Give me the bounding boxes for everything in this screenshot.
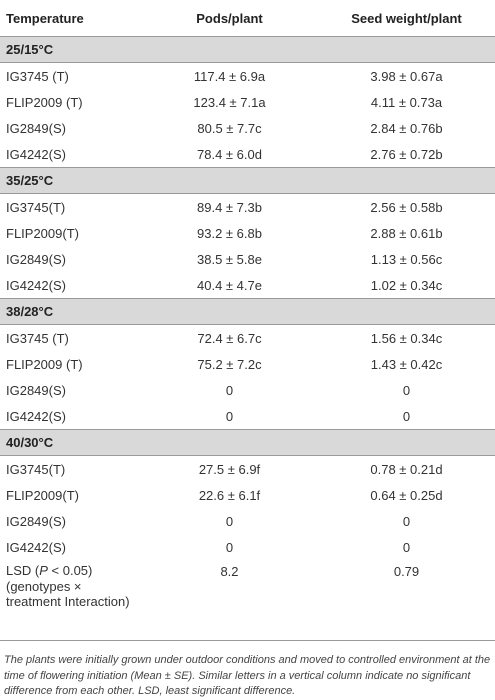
results-table: Temperature Pods/plant Seed weight/plant…	[0, 0, 495, 641]
genotype-cell: IG4242(S)	[6, 277, 66, 293]
seed-weight-cell: 0.64 ± 0.25d	[370, 487, 443, 503]
pods-cell: 38.5 ± 5.8e	[197, 251, 262, 267]
temperature-group-label: 35/25°C	[0, 167, 495, 194]
lsd-seed: 0.79	[393, 564, 420, 579]
header-seed-weight-per-plant: Seed weight/plant	[318, 0, 495, 37]
seed-weight-cell: 3.98 ± 0.67a	[370, 68, 443, 84]
lsd-row: LSD (P < 0.05) (genotypes × treatment In…	[0, 560, 495, 641]
pods-cell: 0	[225, 513, 234, 529]
pods-cell: 93.2 ± 6.8b	[197, 225, 262, 241]
pods-cell: 0	[225, 408, 234, 424]
header-temperature: Temperature	[0, 0, 141, 37]
genotype-cell: IG2849(S)	[6, 513, 66, 529]
table-row: IG2849(S) 0 0	[0, 508, 495, 534]
table-row: IG4242(S) 0 0	[0, 403, 495, 430]
table-row: FLIP2009 (T) 75.2 ± 7.2c 1.43 ± 0.42c	[0, 351, 495, 377]
pods-cell: 75.2 ± 7.2c	[197, 356, 262, 372]
genotype-cell: FLIP2009 (T)	[6, 356, 83, 372]
pods-cell: 0	[225, 382, 234, 398]
seed-weight-cell: 2.76 ± 0.72b	[370, 146, 443, 162]
table-row: IG3745(T) 89.4 ± 7.3b 2.56 ± 0.58b	[0, 194, 495, 221]
pods-cell: 117.4 ± 6.9a	[193, 68, 266, 84]
pods-cell: 89.4 ± 7.3b	[197, 199, 262, 215]
pods-cell: 40.4 ± 4.7e	[197, 277, 262, 293]
seed-weight-cell: 1.13 ± 0.56c	[370, 251, 443, 267]
genotype-cell: IG2849(S)	[6, 382, 66, 398]
lsd-pods: 8.2	[220, 564, 239, 579]
header-pods-per-plant: Pods/plant	[141, 0, 318, 37]
seed-weight-cell: 1.02 ± 0.34c	[370, 277, 443, 293]
table-row: IG4242(S) 78.4 ± 6.0d 2.76 ± 0.72b	[0, 141, 495, 168]
group-header-row: 25/15°C	[0, 36, 495, 63]
header-row: Temperature Pods/plant Seed weight/plant	[0, 0, 495, 37]
pods-cell: 123.4 ± 7.1a	[193, 94, 266, 110]
seed-weight-cell: 1.56 ± 0.34c	[370, 330, 443, 346]
pods-cell: 80.5 ± 7.7c	[197, 120, 262, 136]
table-row: IG3745(T) 27.5 ± 6.9f 0.78 ± 0.21d	[0, 456, 495, 483]
temperature-group-label: 38/28°C	[0, 298, 495, 325]
table-row: FLIP2009(T) 22.6 ± 6.1f 0.64 ± 0.25d	[0, 482, 495, 508]
table-row: IG2849(S) 0 0	[0, 377, 495, 403]
table-row: IG4242(S) 0 0	[0, 534, 495, 560]
lsd-label-rest: < 0.05) (genotypes × treatment Interacti…	[6, 563, 130, 609]
genotype-cell: IG4242(S)	[6, 146, 66, 162]
genotype-cell: IG3745(T)	[6, 199, 66, 215]
lsd-label-p: P	[39, 563, 48, 578]
table-row: IG3745 (T) 72.4 ± 6.7c 1.56 ± 0.34c	[0, 325, 495, 352]
genotype-cell: IG3745 (T)	[6, 68, 69, 84]
seed-weight-cell: 0	[402, 408, 411, 424]
table-row: IG4242(S) 40.4 ± 4.7e 1.02 ± 0.34c	[0, 272, 495, 299]
genotype-cell: IG4242(S)	[6, 408, 66, 424]
genotype-cell: IG2849(S)	[6, 120, 66, 136]
seed-weight-cell: 0	[402, 513, 411, 529]
lsd-label: LSD (P < 0.05) (genotypes × treatment In…	[0, 560, 141, 641]
seed-weight-cell: 2.56 ± 0.58b	[370, 199, 443, 215]
table-row: FLIP2009(T) 93.2 ± 6.8b 2.88 ± 0.61b	[0, 220, 495, 246]
table-row: IG3745 (T) 117.4 ± 6.9a 3.98 ± 0.67a	[0, 63, 495, 90]
seed-weight-cell: 4.11 ± 0.73a	[370, 94, 443, 110]
table-header: Temperature Pods/plant Seed weight/plant	[0, 0, 495, 37]
genotype-cell: IG4242(S)	[6, 539, 66, 555]
group-header-row: 40/30°C	[0, 429, 495, 456]
genotype-cell: FLIP2009(T)	[6, 225, 79, 241]
genotype-cell: FLIP2009(T)	[6, 487, 79, 503]
temperature-group-label: 40/30°C	[0, 429, 495, 456]
seed-weight-cell: 1.43 ± 0.42c	[370, 356, 443, 372]
table-row: FLIP2009 (T) 123.4 ± 7.1a 4.11 ± 0.73a	[0, 89, 495, 115]
pods-cell: 72.4 ± 6.7c	[197, 330, 262, 346]
pods-cell: 27.5 ± 6.9f	[198, 461, 261, 477]
seed-weight-cell: 0	[402, 539, 411, 555]
temperature-group-label: 25/15°C	[0, 36, 495, 63]
table-row: IG2849(S) 80.5 ± 7.7c 2.84 ± 0.76b	[0, 115, 495, 141]
seed-weight-cell: 0.78 ± 0.21d	[370, 461, 443, 477]
seed-weight-cell: 2.84 ± 0.76b	[370, 120, 443, 136]
group-header-row: 35/25°C	[0, 167, 495, 194]
seed-weight-cell: 0	[402, 382, 411, 398]
pods-cell: 0	[225, 539, 234, 555]
group-header-row: 38/28°C	[0, 298, 495, 325]
genotype-cell: IG3745 (T)	[6, 330, 69, 346]
genotype-cell: IG3745(T)	[6, 461, 66, 477]
genotype-cell: IG2849(S)	[6, 251, 66, 267]
table-footnote: The plants were initially grown under ou…	[4, 654, 491, 697]
genotype-cell: FLIP2009 (T)	[6, 94, 83, 110]
lsd-label-prefix: LSD (	[6, 563, 40, 578]
seed-weight-cell: 2.88 ± 0.61b	[370, 225, 443, 241]
pods-cell: 78.4 ± 6.0d	[197, 146, 262, 162]
table-row: IG2849(S) 38.5 ± 5.8e 1.13 ± 0.56c	[0, 246, 495, 272]
table-body: 25/15°C IG3745 (T) 117.4 ± 6.9a 3.98 ± 0.67…	[0, 36, 495, 641]
pods-cell: 22.6 ± 6.1f	[198, 487, 261, 503]
